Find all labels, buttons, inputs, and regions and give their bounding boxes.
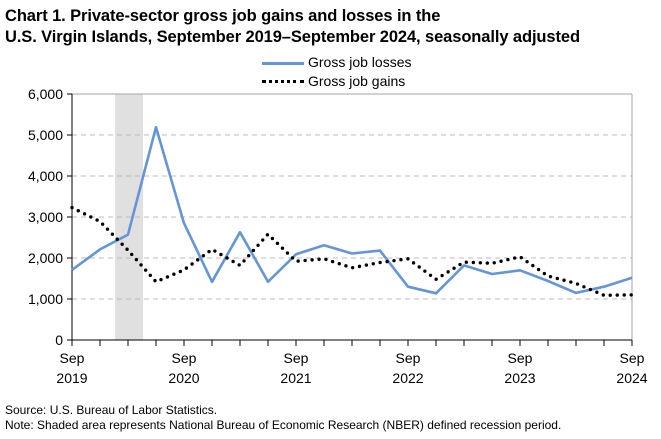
- chart-title: Chart 1. Private-sector gross job gains …: [5, 6, 580, 48]
- y-tick-label: 4,000: [28, 168, 63, 184]
- chart-title-line-2: U.S. Virgin Islands, September 2019–Sept…: [5, 28, 580, 46]
- x-tick-label-year: 2024: [616, 370, 647, 386]
- x-tick-label-month: Sep: [620, 350, 645, 366]
- chart-footer: Source: U.S. Bureau of Labor Statistics.…: [5, 403, 561, 433]
- x-tick-label-month: Sep: [284, 350, 309, 366]
- x-tick-label-month: Sep: [508, 350, 533, 366]
- source-note: Source: U.S. Bureau of Labor Statistics.: [5, 403, 218, 417]
- legend-item-losses: Gross job losses: [262, 53, 411, 72]
- chart-svg: 0 1,000 2,000 3,000 4,000 5,000 6,000 Sep 2019 Se…: [28, 86, 648, 386]
- chart-title-line-1: Chart 1. Private-sector gross job gains …: [5, 7, 441, 25]
- recession-note: Note: Shaded area represents National Bu…: [5, 418, 562, 432]
- legend: Gross job losses Gross job gains: [262, 53, 411, 91]
- x-tick-label-month: Sep: [172, 350, 197, 366]
- legend-swatch-solid-line: [262, 58, 304, 68]
- y-tick-label: 6,000: [28, 86, 63, 102]
- x-tick-label-month: Sep: [396, 350, 421, 366]
- x-tick-label-year: 2021: [280, 370, 311, 386]
- x-tick-label-year: 2022: [392, 370, 423, 386]
- y-tick-label: 5,000: [28, 127, 63, 143]
- x-tick-label-year: 2019: [56, 370, 87, 386]
- y-tick-label: 2,000: [28, 250, 63, 266]
- legend-label-gains: Gross job gains: [308, 73, 406, 89]
- series-line-gross-job-gains: [70, 205, 634, 297]
- legend-item-gains: Gross job gains: [262, 72, 411, 91]
- x-tick-label-year: 2023: [504, 370, 535, 386]
- x-tick-label-month: Sep: [60, 350, 85, 366]
- legend-label-losses: Gross job losses: [308, 54, 412, 70]
- y-tick-label: 0: [55, 332, 63, 348]
- y-tick-label: 1,000: [28, 291, 63, 307]
- legend-swatch-dotted-line: [262, 77, 304, 87]
- y-tick-label: 3,000: [28, 209, 63, 225]
- x-tick-label-year: 2020: [168, 370, 199, 386]
